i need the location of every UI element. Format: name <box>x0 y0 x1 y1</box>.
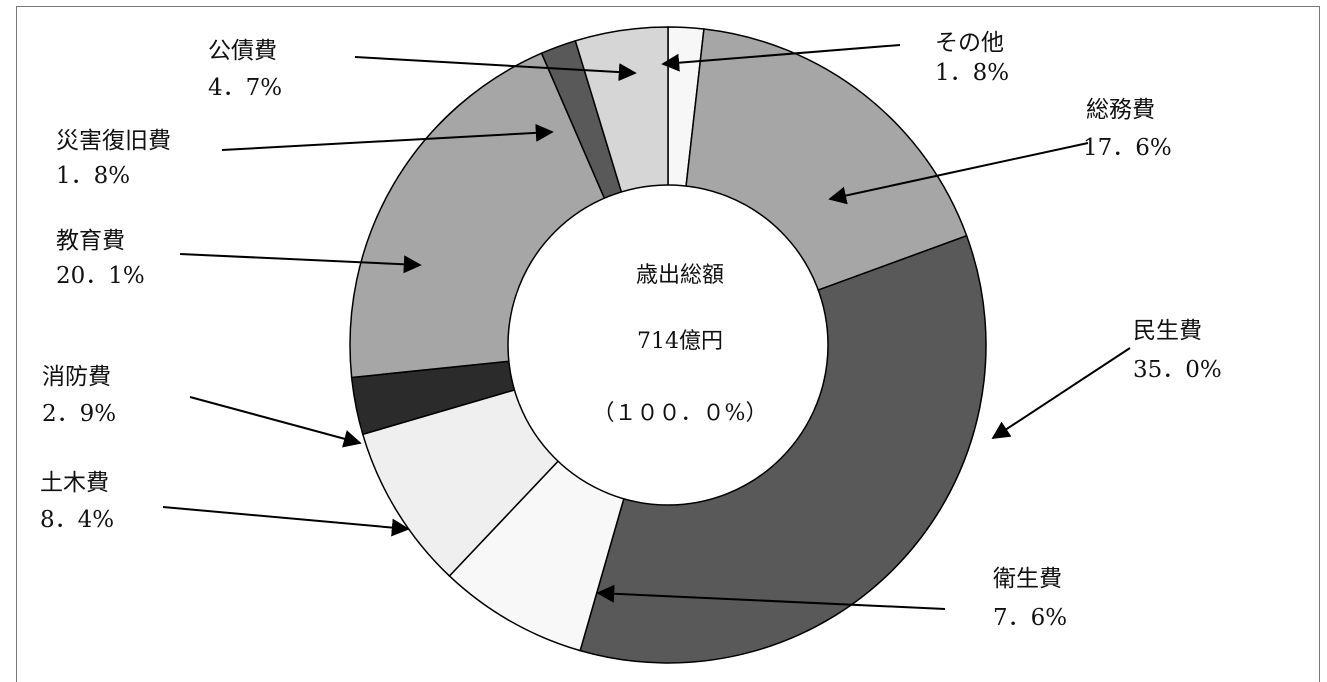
slice-name-label: 衛生費 <box>993 566 1062 592</box>
slice-percent-label: 35．0% <box>1133 357 1222 383</box>
leader-arrow <box>596 584 946 610</box>
slice-name-label: 災害復旧費 <box>56 128 171 154</box>
leader-arrow <box>221 123 554 151</box>
slice-name-label: 総務費 <box>1086 97 1155 123</box>
leader-arrow <box>661 44 901 72</box>
slice-percent-label: 8．4% <box>40 507 114 533</box>
leader-arrow <box>189 396 362 448</box>
center-title: 歳出総額 <box>636 263 724 288</box>
slice-percent-label: 1．8% <box>935 60 1009 86</box>
slice-name-label: 公債費 <box>208 38 277 64</box>
slice-percent-label: 20．1% <box>56 263 145 289</box>
slice-percent-label: 2．9% <box>42 401 116 427</box>
slice-name-label: 消防費 <box>42 364 111 390</box>
chart-frame <box>16 6 1320 682</box>
slice-percent-label: 17．6% <box>1083 135 1172 161</box>
slice-percent-label: 1．8% <box>56 163 130 189</box>
slice-percent-label: 4．7% <box>208 75 282 101</box>
slice-percent-label: 7．6% <box>993 605 1067 631</box>
center-total: 714億円 <box>637 329 723 354</box>
slice-name-label: 土木費 <box>40 470 109 496</box>
leader-arrow <box>354 56 637 82</box>
slice-name-label: その他 <box>935 30 1004 56</box>
leader-arrows <box>162 44 1131 610</box>
leader-arrow <box>162 506 410 537</box>
leader-arrow <box>991 347 1131 439</box>
donut-hole <box>507 184 829 506</box>
slice-name-label: 教育費 <box>56 228 125 254</box>
center-percent: （１００．０%） <box>593 401 768 426</box>
leader-arrow <box>179 253 422 274</box>
leader-arrow <box>828 142 1089 205</box>
slice-labels: その他 1．8% 総務費 17．6% 民生費 35．0% 衛生費 7．6% 土木費 8．4% 消防費… <box>40 30 1222 631</box>
slice-name-label: 民生費 <box>1133 318 1202 344</box>
